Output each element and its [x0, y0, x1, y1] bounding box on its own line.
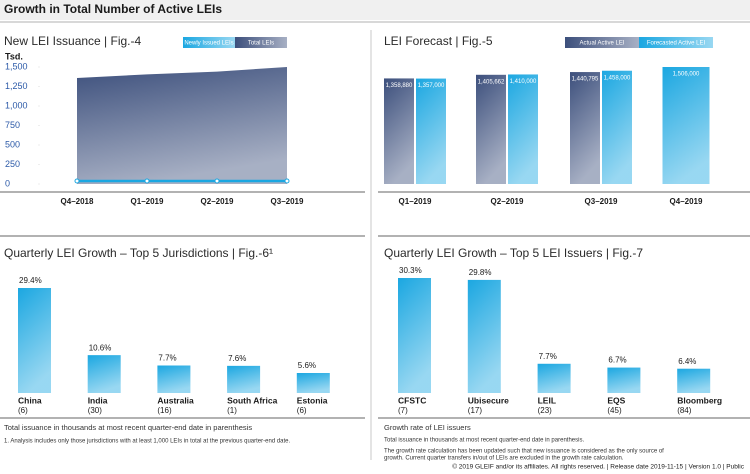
y-tick-label: 0: [5, 178, 10, 188]
y-tick-label: 1,500: [5, 61, 28, 71]
y-tick-label: 750: [5, 120, 20, 130]
bar: [677, 368, 711, 393]
category-note: (16): [157, 406, 172, 415]
value-label: 7.6%: [228, 354, 246, 363]
footer: © 2019 GLEIF and/or its affiliates. All …: [452, 463, 745, 471]
value-label: 1,410,000: [510, 79, 537, 85]
value-label: 1,405,662: [478, 79, 505, 85]
y-tick-label: 500: [5, 139, 20, 149]
x-tick-label: Q3–2019: [271, 197, 304, 206]
category-label: South Africa: [227, 395, 277, 405]
bar: [87, 355, 121, 393]
footnote: Growth rate of LEI issuers: [384, 423, 471, 432]
bar: [18, 288, 51, 393]
x-tick-label: Q2–2019: [201, 197, 234, 206]
bar: [607, 367, 641, 393]
y-tick-label: 1,250: [5, 81, 28, 91]
legend-label: Newly Issued LEIs: [184, 41, 233, 47]
category-note: (23): [538, 406, 553, 415]
footnote: Total issuance in thousands at most rece…: [384, 438, 584, 444]
legend-swatch: [183, 37, 235, 48]
page-title: Growth in Total Number of Active LEIs: [4, 2, 222, 16]
bar: [467, 279, 501, 393]
panel-title: Quarterly LEI Growth – Top 5 Jurisdictio…: [4, 246, 273, 260]
value-label: 7.7%: [539, 352, 557, 361]
bar: [416, 78, 446, 184]
x-tick-label: Q3–2019: [585, 197, 618, 206]
legend-swatch: [639, 37, 713, 48]
bar: [602, 70, 632, 184]
bar: [398, 278, 431, 393]
value-label: 5.6%: [298, 361, 316, 370]
category-note: (45): [607, 406, 622, 415]
x-tick-label: Q4–2019: [670, 197, 703, 206]
value-label: 29.8%: [469, 268, 492, 277]
category-note: (6): [297, 406, 307, 415]
bar: [508, 74, 538, 184]
value-label: 1,357,000: [418, 83, 445, 89]
bar: [157, 365, 191, 393]
x-tick-label: Q1–2019: [131, 197, 164, 206]
point: [284, 178, 290, 184]
legend-swatch: [235, 37, 287, 48]
footnote: 1. Analysis includes only those jurisdic…: [4, 439, 290, 445]
bar: [537, 363, 571, 393]
category-label: Bloomberg: [677, 395, 722, 405]
bar: [296, 373, 330, 393]
value-label: 10.6%: [89, 343, 112, 352]
y-tick-label: 1,000: [5, 100, 28, 110]
category-note: (6): [18, 406, 28, 415]
point: [144, 178, 150, 184]
category-note: (1): [227, 406, 237, 415]
x-tick-label: Q4–2018: [61, 197, 94, 206]
title-band: [0, 0, 750, 20]
value-label: 1,440,795: [572, 77, 599, 83]
legend-label: Actual Active LEI: [579, 41, 624, 47]
category-note: (17): [468, 406, 483, 415]
category-label: India: [88, 395, 108, 405]
legend-label: Total LEIs: [248, 41, 274, 47]
bar: [662, 67, 710, 184]
panel-title: New LEI Issuance | Fig.-4: [4, 34, 142, 48]
category-note: (84): [677, 406, 692, 415]
category-note: (30): [88, 406, 103, 415]
bar: [227, 365, 261, 393]
category-label: Estonia: [297, 395, 328, 405]
category-label: Australia: [157, 395, 194, 405]
value-label: 1,506,000: [673, 72, 700, 78]
y-tick-label: 250: [5, 159, 20, 169]
bar: [570, 72, 600, 184]
value-label: 7.7%: [158, 354, 176, 363]
value-label: 6.7%: [608, 356, 626, 365]
footnote: growth. Current quarter transfers in/out…: [384, 456, 624, 462]
total-area: [77, 67, 287, 184]
category-label: LEIL: [538, 395, 556, 405]
footnote: Total issuance in thousands at most rece…: [4, 423, 252, 432]
value-label: 1,458,000: [604, 75, 631, 81]
x-tick-label: Q1–2019: [399, 197, 432, 206]
value-label: 1,358,880: [386, 83, 413, 89]
category-label: China: [18, 395, 42, 405]
legend-label: Forecasted Active LEI: [647, 41, 706, 47]
category-label: CFSTC: [398, 395, 426, 405]
footnote: The growth rate calculation has been upd…: [384, 449, 664, 455]
panel-title: LEI Forecast | Fig.-5: [384, 34, 493, 48]
point: [214, 178, 220, 184]
point: [74, 178, 80, 184]
x-tick-label: Q2–2019: [491, 197, 524, 206]
bar: [476, 74, 506, 184]
category-label: Ubisecure: [468, 395, 509, 405]
bar: [384, 78, 414, 184]
value-label: 6.4%: [678, 357, 696, 366]
category-note: (7): [398, 406, 408, 415]
panel-title: Quarterly LEI Growth – Top 5 LEI Issuers…: [384, 246, 643, 260]
legend-swatch: [565, 37, 639, 48]
value-label: 29.4%: [19, 276, 42, 285]
y-axis-label: Tsd.: [5, 51, 23, 61]
category-label: EQS: [607, 395, 625, 405]
value-label: 30.3%: [399, 266, 422, 275]
